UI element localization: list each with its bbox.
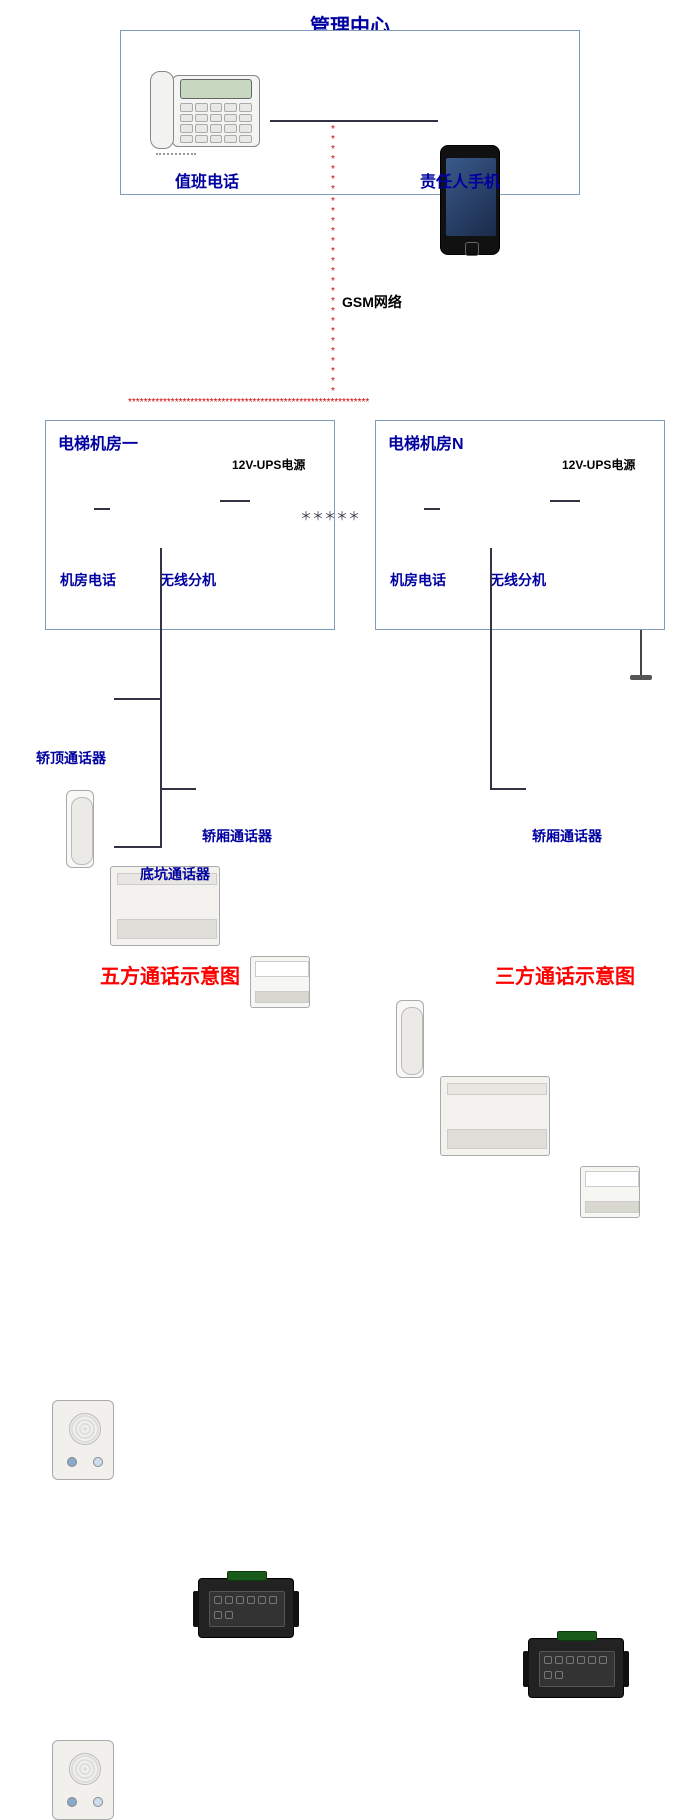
roomN-phone-label: 机房电话	[390, 570, 446, 590]
pit-intercom	[52, 1740, 114, 1820]
duty-desk-phone	[150, 65, 270, 155]
room1-to-cartop	[114, 698, 160, 700]
roomN-main-unit	[440, 1076, 550, 1156]
red-dots-to-rooms: * * * * * * * * * * * * * * * * * * * *	[328, 197, 338, 397]
phone-link-line	[270, 120, 438, 122]
room1-phone-to-unit	[94, 508, 110, 510]
room1-trunk	[160, 548, 162, 848]
room1-wireless-label: 无线分机	[160, 570, 216, 590]
roomN-wall-phone	[396, 1000, 424, 1078]
roomN-to-cabin	[490, 788, 526, 790]
room1-to-cabin	[160, 788, 196, 790]
roomN-trunk	[490, 548, 492, 790]
car-top-label: 轿顶通话器	[36, 748, 106, 768]
cabin-box-1	[198, 1578, 294, 1638]
duty-phone-label: 值班电话	[175, 168, 239, 192]
room1-ups	[250, 956, 310, 1008]
gsm-label: GSM网络	[342, 292, 402, 312]
room1-to-pit	[114, 846, 160, 848]
room1-phone-label: 机房电话	[60, 570, 116, 590]
pit-label: 底坑通话器	[140, 864, 210, 884]
roomN-ups	[580, 1166, 640, 1218]
roomN-phone-to-unit	[424, 508, 440, 510]
roomN-wireless-label: 无线分机	[490, 570, 546, 590]
cabin-N-label: 轿厢通话器	[532, 826, 602, 846]
car-top-intercom	[52, 1400, 114, 1480]
three-party-caption: 三方通话示意图	[495, 960, 635, 989]
stars-between-rooms: ＊＊＊＊＊	[300, 510, 360, 522]
cabin-box-N	[528, 1638, 624, 1698]
red-dots-inside-box: * * * * * * *	[328, 125, 338, 195]
cabin-1-label: 轿厢通话器	[202, 826, 272, 846]
room1-title: 电梯机房一	[58, 430, 138, 454]
owner-smartphone	[440, 145, 500, 255]
roomN-unit-to-ups	[550, 500, 580, 502]
room1-unit-to-ups	[220, 500, 250, 502]
owner-phone-label: 责任人手机	[420, 168, 500, 192]
room1-ups-label: 12V-UPS电源	[232, 456, 305, 473]
red-dots-horizontal: ****************************************…	[128, 398, 369, 408]
roomN-ups-label: 12V-UPS电源	[562, 456, 635, 473]
room1-wall-phone	[66, 790, 94, 868]
roomN-title: 电梯机房N	[388, 430, 464, 454]
five-party-caption: 五方通话示意图	[100, 960, 240, 989]
